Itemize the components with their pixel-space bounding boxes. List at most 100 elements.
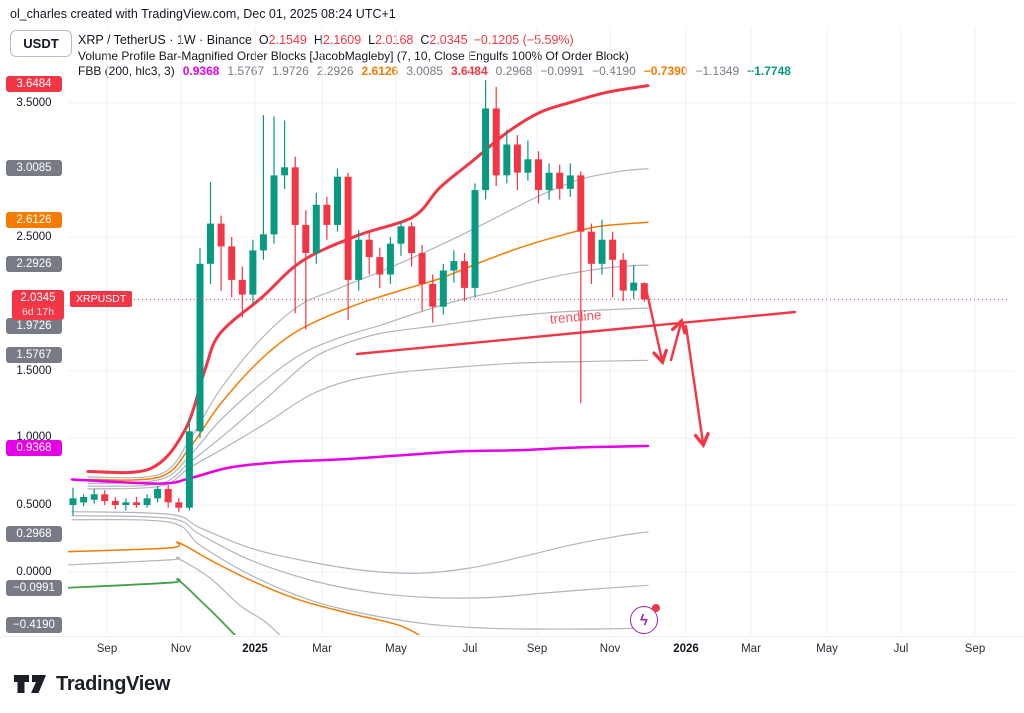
time-tick-month: Sep bbox=[96, 643, 118, 655]
candle[interactable] bbox=[344, 172, 352, 321]
indicator-legend-volume-profile[interactable]: Volume Profile Bar-Magnified Order Block… bbox=[78, 48, 629, 63]
candle[interactable] bbox=[281, 120, 289, 189]
current-price-badge: 2.0345 6d 17h bbox=[12, 290, 64, 321]
fbb-lower--1.1349[interactable] bbox=[60, 556, 285, 636]
candle[interactable] bbox=[598, 219, 606, 275]
ohlc-value: 2.0168 bbox=[375, 33, 414, 47]
fbb-band-value: 3.0085 bbox=[406, 64, 443, 78]
price-badge: 1.5767 bbox=[6, 347, 62, 363]
price-tick-label: 1.5000 bbox=[16, 365, 52, 377]
candle[interactable] bbox=[217, 215, 225, 291]
ohlc-letter: O bbox=[258, 33, 269, 47]
candle[interactable] bbox=[386, 237, 394, 284]
candle[interactable] bbox=[408, 222, 416, 267]
candle[interactable] bbox=[587, 223, 595, 284]
candle[interactable] bbox=[111, 497, 119, 509]
candle[interactable] bbox=[566, 163, 574, 197]
candle[interactable] bbox=[259, 115, 267, 260]
price-band-label: 3.6484 bbox=[0, 76, 68, 92]
candle[interactable] bbox=[196, 247, 204, 438]
fbb-upper-1.5767[interactable] bbox=[87, 359, 649, 490]
price-tick-label: 0.5000 bbox=[16, 499, 52, 511]
candle[interactable] bbox=[164, 484, 172, 508]
candle[interactable] bbox=[461, 253, 468, 302]
candle[interactable] bbox=[577, 171, 585, 404]
fbb-lower-0.2968[interactable] bbox=[71, 511, 649, 574]
time-scale[interactable]: Sep Nov 2025 Mar May Jul Sep Nov 2026 Mar May Jul Se… bbox=[0, 636, 1024, 665]
candle[interactable] bbox=[238, 266, 246, 318]
price-tick-label: 3.5000 bbox=[16, 97, 52, 109]
fbb-lower--0.0991[interactable] bbox=[71, 515, 649, 599]
candle[interactable] bbox=[90, 488, 98, 504]
candle[interactable] bbox=[302, 210, 310, 330]
indicator-legend-fbb[interactable]: FBB (200, hlc3, 3) 0.9368 1.5767 1.9726 2.29… bbox=[78, 64, 791, 80]
symbol-legend-row[interactable]: XRP / TetherUS · 1W · Binance O2.1549 H2.1… bbox=[78, 33, 791, 49]
fbb-upper-3.6484[interactable] bbox=[86, 84, 650, 475]
candle[interactable] bbox=[312, 192, 320, 264]
trendline-label[interactable]: trendline bbox=[549, 307, 602, 326]
candle[interactable] bbox=[450, 250, 458, 283]
candle[interactable] bbox=[630, 265, 638, 299]
arrow-drawing[interactable] bbox=[669, 317, 687, 362]
ohlc-values: O2.1549 H2.1609 L2.0168 C2.0345 bbox=[252, 33, 468, 47]
candle[interactable] bbox=[439, 263, 447, 315]
tradingview-logo[interactable]: TradingView bbox=[14, 671, 170, 697]
candle[interactable] bbox=[397, 220, 405, 256]
candle[interactable] bbox=[291, 156, 299, 314]
fbb-basis-0.9368[interactable] bbox=[70, 444, 650, 485]
fbb-upper-2.6126[interactable] bbox=[87, 221, 649, 481]
candle[interactable] bbox=[133, 497, 140, 508]
candle[interactable] bbox=[101, 490, 109, 505]
fbb-upper-1.9726[interactable] bbox=[87, 307, 649, 487]
price-band-label: −0.0991 bbox=[0, 580, 68, 596]
gridlines bbox=[68, 28, 1014, 635]
chart-plot-area[interactable]: trendline bbox=[0, 0, 1024, 636]
candle[interactable] bbox=[640, 282, 648, 302]
candle[interactable] bbox=[503, 129, 511, 184]
candle[interactable] bbox=[609, 231, 617, 298]
candle[interactable] bbox=[482, 80, 490, 200]
candle[interactable] bbox=[355, 230, 363, 291]
trendline-drawing[interactable] bbox=[355, 310, 797, 356]
arrow-drawing[interactable] bbox=[645, 291, 668, 366]
price-band-label: 2.2926 bbox=[0, 256, 68, 272]
market-status-lightning-icon[interactable]: ϟ bbox=[630, 604, 660, 634]
time-tick-month: Nov bbox=[599, 643, 621, 655]
candle[interactable] bbox=[270, 116, 278, 244]
candle[interactable] bbox=[207, 182, 214, 284]
candle[interactable] bbox=[619, 253, 627, 302]
candle[interactable] bbox=[535, 151, 542, 204]
arrow-drawing[interactable] bbox=[684, 324, 710, 449]
candle[interactable] bbox=[545, 163, 553, 200]
price-scale[interactable]: 3.6484 3.5000 3.0085 2.6126 2.5000 2.2926 1.97… bbox=[0, 0, 68, 636]
candle[interactable] bbox=[556, 164, 564, 200]
candle[interactable] bbox=[492, 86, 500, 187]
candle[interactable] bbox=[143, 494, 151, 508]
candle[interactable] bbox=[334, 168, 341, 232]
fbb-upper-2.2926[interactable] bbox=[87, 264, 649, 485]
candle[interactable] bbox=[418, 245, 426, 311]
candle[interactable] bbox=[69, 487, 77, 516]
fbb-lower--0.7390[interactable] bbox=[60, 541, 430, 636]
candle[interactable] bbox=[524, 140, 532, 181]
fbb-lower--1.7748[interactable] bbox=[60, 578, 240, 636]
candle[interactable] bbox=[228, 237, 236, 298]
candle[interactable] bbox=[513, 135, 521, 191]
candle[interactable] bbox=[122, 498, 130, 511]
candle[interactable] bbox=[80, 494, 88, 507]
candle[interactable] bbox=[175, 498, 183, 512]
candle[interactable] bbox=[365, 231, 373, 275]
candle[interactable] bbox=[249, 239, 257, 304]
candle[interactable] bbox=[185, 417, 193, 511]
time-tick-month: Mar bbox=[741, 643, 761, 655]
candle[interactable] bbox=[376, 247, 384, 288]
fbb-lower--0.4190[interactable] bbox=[71, 519, 649, 630]
candle[interactable] bbox=[323, 196, 331, 240]
currency-toggle-button[interactable]: USDT bbox=[10, 30, 72, 57]
candle[interactable] bbox=[154, 486, 162, 503]
fbb-band-value: 0.2968 bbox=[495, 64, 533, 78]
bar-countdown: 6d 17h bbox=[21, 306, 55, 319]
candle[interactable] bbox=[429, 274, 437, 323]
candle[interactable] bbox=[471, 183, 479, 298]
fbb-band-value: 2.2926 bbox=[316, 64, 354, 78]
